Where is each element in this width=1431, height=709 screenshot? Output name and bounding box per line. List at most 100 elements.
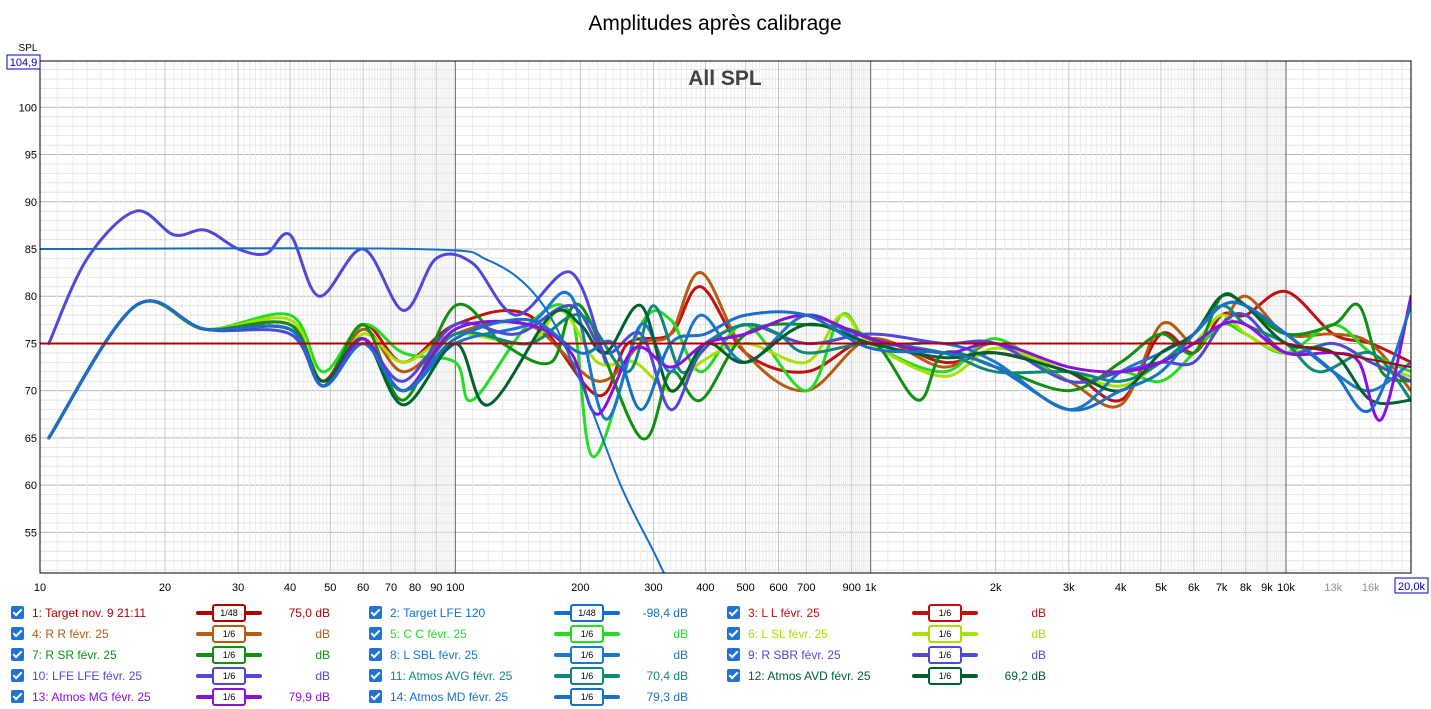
smoothing-prefix: 1/ xyxy=(580,650,589,660)
legend-item[interactable]: 14: Atmos MD févr. 25 1/6 79,3 dB xyxy=(0,687,1431,707)
legend-checkbox[interactable] xyxy=(11,606,24,619)
series-line-12 xyxy=(47,293,1411,440)
smoothing-prefix: 1/ xyxy=(938,650,947,660)
legend-checkbox[interactable] xyxy=(369,648,382,661)
legend-item[interactable]: 10: LFE LFE févr. 25 1/6 dB xyxy=(0,666,1431,686)
x-tick-label: 13k xyxy=(1324,582,1342,594)
smoothing-value: 6 xyxy=(946,629,952,639)
legend-checkbox[interactable] xyxy=(727,669,740,682)
legend-checkbox[interactable] xyxy=(11,669,24,682)
x-tick-label: 8k xyxy=(1240,582,1252,594)
legend-checkbox[interactable] xyxy=(369,669,382,682)
x-tick-label: 30 xyxy=(232,582,244,594)
smoothing-selector[interactable]: 1/6 xyxy=(928,646,962,664)
x-tick-label: 4k xyxy=(1115,582,1127,594)
legend-checkbox[interactable] xyxy=(369,627,382,640)
smoothing-selector[interactable]: 1/6 xyxy=(570,667,604,685)
overlay-title: All SPL xyxy=(688,67,762,90)
axis-labels: 55 60 65 70 75 80 85 90 95 100 10 20 30 40 50 60 70 80 90 1… xyxy=(19,102,1380,594)
legend-checkbox[interactable] xyxy=(369,690,382,703)
x-max-box[interactable]: 20,0k xyxy=(1394,577,1429,594)
legend-checkbox[interactable] xyxy=(727,606,740,619)
legend-item[interactable]: 9: R SBR févr. 25 1/6 dB xyxy=(0,645,1431,665)
x-tick-label: 60 xyxy=(357,582,369,594)
legend-label: 7: R SR févr. 25 xyxy=(32,648,117,662)
legend-item[interactable]: 2: Target LFE 120 1/48 -98,4 dB xyxy=(0,603,1431,623)
y-max-box[interactable]: 104,9 xyxy=(6,54,41,70)
smoothing-selector[interactable]: 1/6 xyxy=(570,625,604,643)
legend-item[interactable]: 1: Target nov. 9 21:11 1/48 75,0 dB xyxy=(0,603,1431,623)
y-tick-label: 100 xyxy=(19,102,37,114)
legend-label: 12: Atmos AVD févr. 25 xyxy=(748,669,871,683)
x-tick-label: 400 xyxy=(696,582,714,594)
y-max-value: 104,9 xyxy=(10,57,38,69)
series-line-1 xyxy=(40,342,1411,369)
y-tick-label: 65 xyxy=(25,433,37,445)
smoothing-value: 6 xyxy=(230,692,236,702)
legend-label: 1: Target nov. 9 21:11 xyxy=(32,606,147,620)
smoothing-selector[interactable]: 1/6 xyxy=(570,688,604,706)
smoothing-selector[interactable]: 1/48 xyxy=(570,604,604,622)
x-tick-label: 600 xyxy=(769,582,787,594)
smoothing-selector[interactable]: 1/6 xyxy=(570,646,604,664)
smoothing-selector[interactable]: 1/6 xyxy=(928,667,962,685)
smoothing-selector[interactable]: 1/6 xyxy=(212,646,246,664)
legend-label: 11: Atmos AVG févr. 25 xyxy=(390,669,513,683)
series-line-2 xyxy=(40,247,666,573)
legend-item[interactable]: 11: Atmos AVG févr. 25 1/6 70,4 dB xyxy=(0,666,1431,686)
legend-value: 70,4 dB xyxy=(646,669,688,683)
smoothing-value: 6 xyxy=(230,650,236,660)
legend-item[interactable]: 13: Atmos MG févr. 25 1/6 79,9 dB xyxy=(0,687,1431,707)
smoothing-selector[interactable]: 1/6 xyxy=(928,625,962,643)
legend-item[interactable]: 3: L L févr. 25 1/6 dB xyxy=(0,603,1431,623)
smoothing-selector[interactable]: 1/48 xyxy=(212,604,246,622)
legend-item[interactable]: 12: Atmos AVD févr. 25 1/6 69,2 dB xyxy=(0,666,1431,686)
y-tick-label: 55 xyxy=(25,527,37,539)
legend-value: dB xyxy=(1031,606,1046,620)
smoothing-selector[interactable]: 1/6 xyxy=(212,688,246,706)
x-tick-label: 300 xyxy=(644,582,662,594)
spl-chart[interactable]: Amplitudes après calibrage SPL All SPL 5… xyxy=(0,0,1431,600)
smoothing-selector[interactable]: 1/6 xyxy=(212,667,246,685)
legend-item[interactable]: 4: R R févr. 25 1/6 dB xyxy=(0,624,1431,644)
x-tick-label: 9k xyxy=(1261,582,1273,594)
x-tick-label: 80 xyxy=(409,582,421,594)
x-tick-label: 5k xyxy=(1155,582,1167,594)
legend-checkbox[interactable] xyxy=(727,648,740,661)
legend-item[interactable]: 6: L SL févr. 25 1/6 dB xyxy=(0,624,1431,644)
smoothing-selector[interactable]: 1/6 xyxy=(212,625,246,643)
y-tick-label: 90 xyxy=(25,197,37,209)
smoothing-value: 6 xyxy=(946,608,952,618)
smoothing-value: 6 xyxy=(230,671,236,681)
y-axis-label: SPL xyxy=(19,43,38,54)
smoothing-value: 6 xyxy=(588,671,594,681)
smoothing-value: 6 xyxy=(946,671,952,681)
x-tick-label: 700 xyxy=(797,582,815,594)
x-tick-label: 90 xyxy=(430,582,442,594)
legend-checkbox[interactable] xyxy=(727,627,740,640)
x-tick-label: 6k xyxy=(1188,582,1200,594)
smoothing-value: 6 xyxy=(230,629,236,639)
legend-checkbox[interactable] xyxy=(11,648,24,661)
legend-item[interactable]: 5: C C févr. 25 1/6 dB xyxy=(0,624,1431,644)
legend-item[interactable]: 8: L SBL févr. 25 1/6 dB xyxy=(0,645,1431,665)
legend-checkbox[interactable] xyxy=(11,627,24,640)
x-tick-label: 50 xyxy=(324,582,336,594)
legend-checkbox[interactable] xyxy=(11,690,24,703)
x-tick-label: 3k xyxy=(1063,582,1075,594)
legend-checkbox[interactable] xyxy=(369,606,382,619)
legend-label: 2: Target LFE 120 xyxy=(390,606,486,620)
x-tick-label: 100 xyxy=(446,582,464,594)
series-line-10 xyxy=(47,209,608,364)
grid xyxy=(39,61,1412,573)
smoothing-prefix: 1/ xyxy=(938,671,947,681)
legend-value: dB xyxy=(1031,648,1046,662)
legend-value: dB xyxy=(315,627,330,641)
smoothing-prefix: 1/ xyxy=(578,608,586,618)
smoothing-selector[interactable]: 1/6 xyxy=(928,604,962,622)
x-tick-label: 10 xyxy=(34,582,46,594)
legend-label: 8: L SBL févr. 25 xyxy=(390,648,478,662)
legend-item[interactable]: 7: R SR févr. 25 1/6 dB xyxy=(0,645,1431,665)
legend-value: dB xyxy=(315,648,330,662)
series-layer xyxy=(40,209,1411,573)
